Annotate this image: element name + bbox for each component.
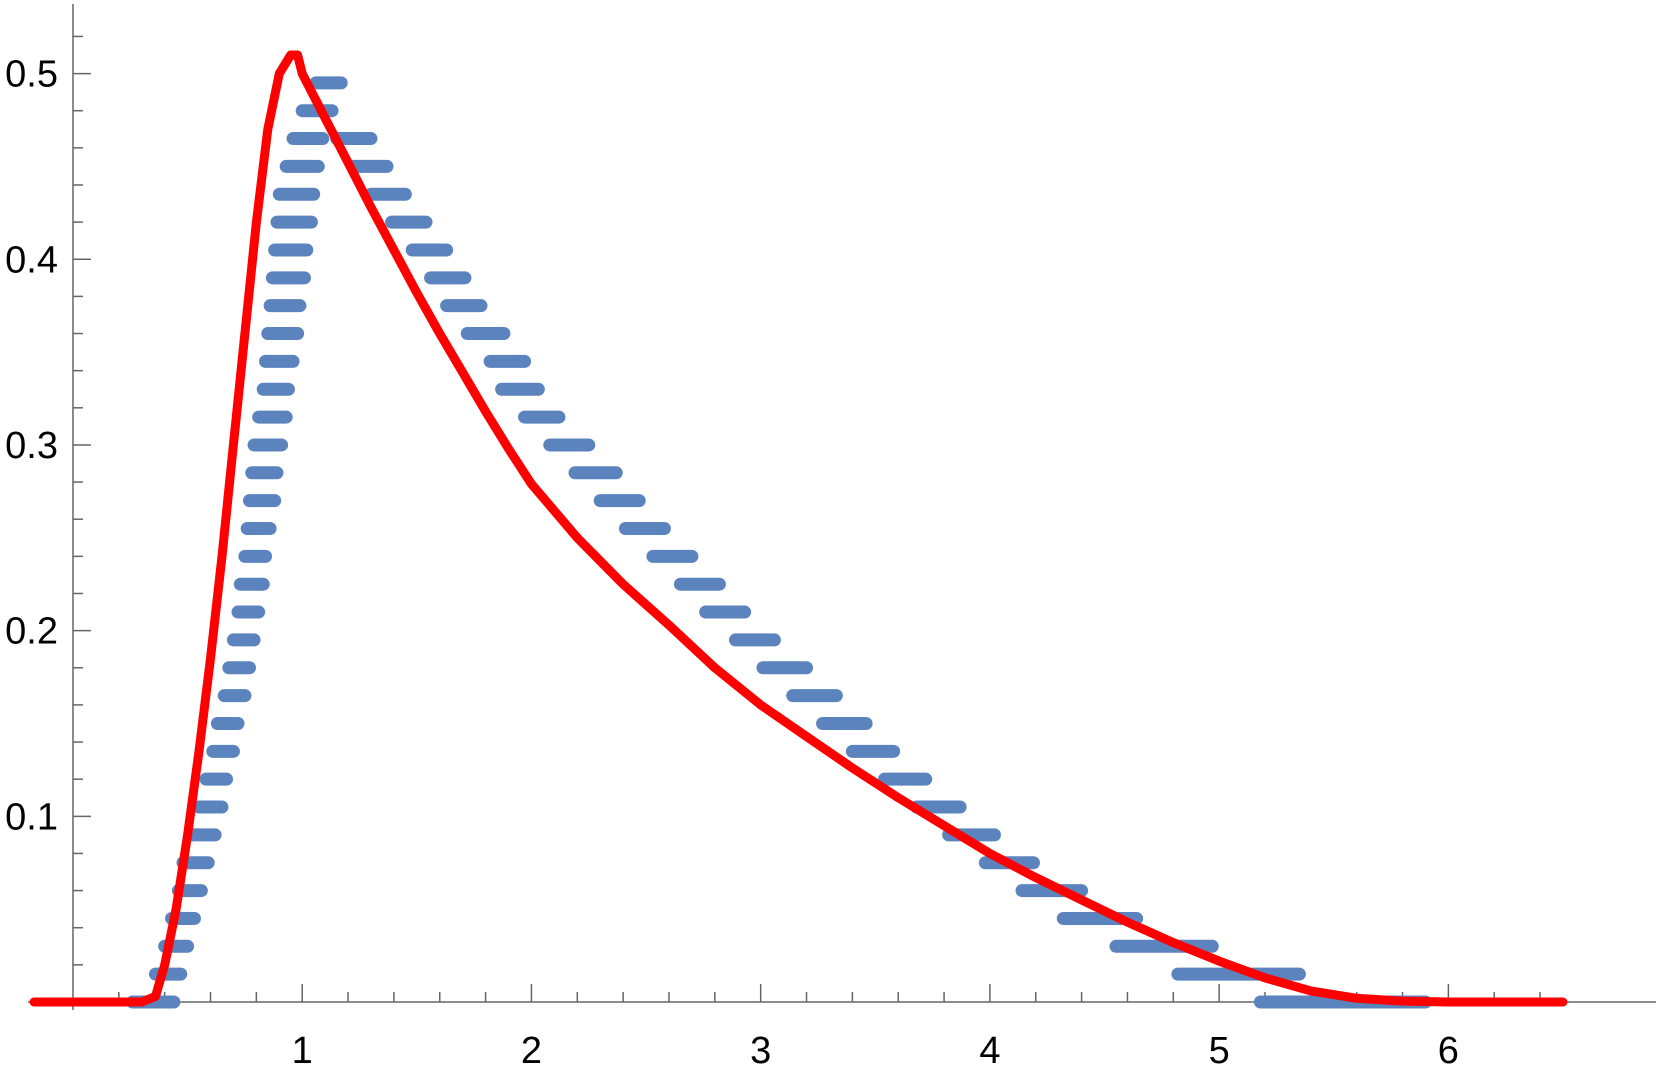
x-tick-label: 3: [750, 1030, 771, 1072]
tick-labels: 1 2 3 4 5 6 0.1 0.2 0.3 0.4 0.5: [5, 54, 1459, 1072]
x-tick-label: 6: [1438, 1030, 1459, 1072]
x-tick-label: 2: [521, 1030, 542, 1072]
curve-series: [29, 50, 1568, 1007]
x-tick-label: 5: [1209, 1030, 1230, 1072]
density-curve: [29, 50, 1568, 1007]
y-tick-label: 0.2: [5, 611, 58, 653]
x-tick-label: 4: [979, 1030, 1000, 1072]
step-series: [126, 76, 1432, 1009]
x-tick-label: 1: [292, 1030, 313, 1072]
y-tick-label: 0.1: [5, 796, 58, 838]
y-tick-label: 0.3: [5, 425, 58, 467]
y-tick-label: 0.5: [5, 54, 58, 96]
y-tick-label: 0.4: [5, 239, 58, 281]
